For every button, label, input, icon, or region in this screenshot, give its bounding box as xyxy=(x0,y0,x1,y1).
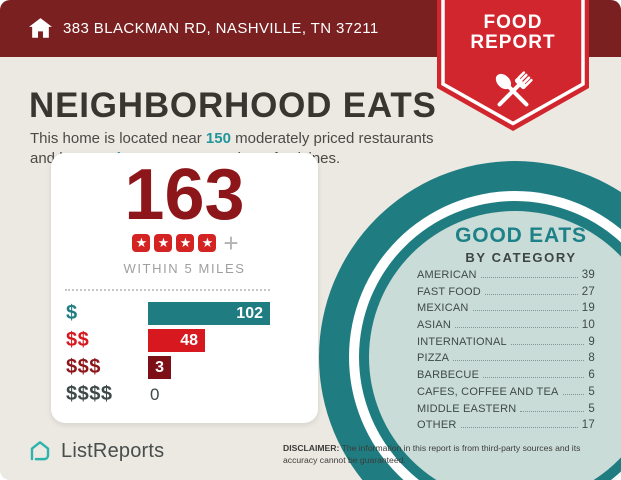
price-bar: 3 xyxy=(148,356,171,379)
star-row: ★ ★ ★ ★ + xyxy=(51,228,318,258)
restaurant-stats-card: 163 ★ ★ ★ ★ + WITHIN 5 MILES $ 102 $$ 48 $$$… xyxy=(51,153,318,423)
circle-pale-fill xyxy=(369,211,621,480)
dot-leader xyxy=(453,360,585,362)
price-bar-chart: $ 102 $$ 48 $$$ 3 $$$$ 0 xyxy=(51,302,318,406)
category-value: 9 xyxy=(588,335,595,348)
category-label: AMERICAN xyxy=(417,269,477,281)
star-icon: ★ xyxy=(154,234,173,252)
list-item: PIZZA 8 xyxy=(417,352,595,369)
good-eats-title: GOOD EATS xyxy=(455,224,587,247)
category-label: OTHER xyxy=(417,419,457,432)
dot-leader xyxy=(484,293,578,295)
dot-leader xyxy=(472,310,578,312)
ribbon-line1: FOOD xyxy=(483,12,543,33)
category-label: INTERNATIONAL xyxy=(417,335,507,348)
category-label: ASIAN xyxy=(417,319,452,332)
list-item: BARBECUE 6 xyxy=(417,369,595,386)
radius-caption: WITHIN 5 MILES xyxy=(123,261,246,276)
list-item: MEXICAN 19 xyxy=(417,302,595,319)
disclaimer-label: DISCLAIMER: xyxy=(283,443,340,453)
restaurant-count-highlight: 150 xyxy=(205,130,231,147)
good-eats-heading: GOOD EATS BY CATEGORY xyxy=(421,224,621,265)
dotted-divider xyxy=(65,289,270,291)
property-address: 383 BLACKMAN RD, NASHVILLE, TN 37211 xyxy=(63,20,379,37)
dot-leader xyxy=(510,343,585,345)
star-icon: ★ xyxy=(176,234,195,252)
list-item: ASIAN 10 xyxy=(417,319,595,336)
star-icon: ★ xyxy=(132,234,151,252)
list-item: OTHER 17 xyxy=(417,419,595,436)
list-item: CAFES, COFFEE AND TEA 5 xyxy=(417,386,595,403)
brand-name: ListReports xyxy=(61,439,165,462)
list-item: FAST FOOD 27 xyxy=(417,286,595,303)
category-label: MEXICAN xyxy=(417,302,469,315)
category-value: 10 xyxy=(581,319,595,332)
price-row: $$ 48 xyxy=(66,329,318,352)
utensils-icon xyxy=(495,71,533,107)
ribbon-title: FOOD REPORT xyxy=(437,13,589,53)
home-icon xyxy=(29,18,52,38)
price-label: $$$ xyxy=(66,356,101,378)
category-label: PIZZA xyxy=(417,352,450,365)
price-row: $ 102 xyxy=(66,302,318,325)
disclaimer-text: The information in this report is from t… xyxy=(283,443,581,465)
list-item: MIDDLE EASTERN 5 xyxy=(417,403,595,420)
dot-leader xyxy=(480,277,578,278)
dot-leader xyxy=(562,393,585,395)
price-row: $$$$ 0 xyxy=(66,383,318,406)
category-label: BARBECUE xyxy=(417,369,480,382)
disclaimer: DISCLAIMER: The information in this repo… xyxy=(283,443,599,466)
total-restaurants: 163 xyxy=(124,155,245,235)
dot-leader xyxy=(520,410,585,412)
category-label: FAST FOOD xyxy=(417,285,481,298)
price-bar-value: 3 xyxy=(155,358,164,376)
price-bar-value: 102 xyxy=(236,304,263,322)
price-label: $$ xyxy=(66,329,90,351)
food-report-ribbon: FOOD REPORT xyxy=(437,0,589,131)
category-value: 5 xyxy=(588,402,595,415)
star-icon: ★ xyxy=(198,234,217,252)
price-label: $$$$ xyxy=(66,383,113,405)
subtitle-pre: This home is located near xyxy=(30,130,206,147)
price-bar-value: 48 xyxy=(180,331,198,349)
category-label: MIDDLE EASTERN xyxy=(417,402,517,415)
good-eats-subtitle: BY CATEGORY xyxy=(465,250,577,265)
category-value: 39 xyxy=(581,269,595,281)
category-value: 27 xyxy=(581,285,595,298)
dot-leader xyxy=(483,377,585,379)
category-value: 8 xyxy=(588,352,595,365)
listreports-house-icon xyxy=(30,441,50,461)
category-label: CAFES, COFFEE AND TEA xyxy=(417,385,559,398)
price-label: $ xyxy=(66,302,78,324)
ribbon-line2: REPORT xyxy=(470,32,556,53)
dot-leader xyxy=(460,427,578,429)
page-title: NEIGHBORHOOD EATS xyxy=(29,86,437,125)
dot-leader xyxy=(455,327,578,329)
category-value: 19 xyxy=(581,302,595,315)
category-list: AMERICAN 39 FAST FOOD 27 MEXICAN 19 ASIAN 10… xyxy=(417,269,595,436)
price-bar-value: 0 xyxy=(150,384,160,404)
price-bar: 48 xyxy=(148,329,205,352)
category-value: 6 xyxy=(588,369,595,382)
category-value: 5 xyxy=(588,385,595,398)
price-bar: 0 xyxy=(148,383,159,406)
list-item: INTERNATIONAL 9 xyxy=(417,336,595,353)
price-row: $$$ 3 xyxy=(66,356,318,379)
ribbon-shape xyxy=(437,0,589,131)
category-value: 17 xyxy=(581,419,595,432)
listreports-logo: ListReports xyxy=(27,438,164,464)
price-bar: 102 xyxy=(148,302,270,325)
list-item: AMERICAN 39 xyxy=(417,269,595,286)
plus-sign: + xyxy=(223,228,239,258)
